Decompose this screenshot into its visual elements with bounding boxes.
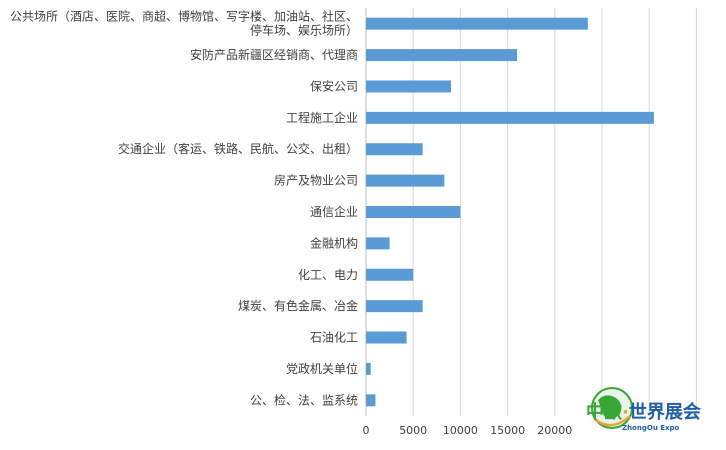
- category-label: 公、检、法、监系统: [250, 392, 358, 407]
- category-label: 保安公司: [310, 78, 358, 93]
- category-label: 党政机关单位: [286, 361, 358, 376]
- bar: [366, 268, 414, 281]
- bar: [366, 49, 518, 62]
- bar: [366, 111, 654, 124]
- x-tick-label: 0: [363, 424, 370, 437]
- category-label: 安防产品新疆区经销商、代理商: [190, 47, 358, 62]
- globe-land-icon: [598, 395, 622, 419]
- logo-text-en: ZhongOu Expo: [622, 424, 680, 432]
- x-tick-labels: 0 5000 10000 15000 20000: [363, 424, 573, 437]
- bars: [366, 17, 654, 407]
- bar: [366, 17, 588, 30]
- category-label: 煤炭、有色金属、冶金: [238, 298, 358, 313]
- bar: [366, 174, 445, 187]
- category-label: 房产及物业公司: [274, 173, 358, 188]
- category-label: 石油化工: [310, 331, 358, 345]
- expo-logo: 中欧·世界展会 ZhongOu Expo: [586, 387, 701, 432]
- bar: [366, 362, 371, 375]
- bar: [366, 80, 451, 93]
- category-label: 交通企业（客运、铁路、民航、公交、出租）: [118, 141, 358, 156]
- x-tick-label: 10000: [443, 424, 478, 437]
- bar: [366, 237, 390, 250]
- category-labels: 公共场所（酒店、医院、商超、博物馆、写字楼、加油站、社区、停车场、娱乐场所） 安防…: [10, 9, 358, 408]
- category-label: 停车场、娱乐场所）: [250, 23, 358, 38]
- bar: [366, 143, 423, 156]
- logo-text-cn: 中欧·世界展会: [586, 401, 701, 423]
- category-label: 工程施工企业: [286, 110, 358, 125]
- x-tick-label: 20000: [537, 424, 572, 437]
- x-tick-label: 15000: [490, 424, 525, 437]
- bar: [366, 331, 407, 344]
- category-label: 通信企业: [310, 204, 358, 219]
- x-tick-label: 5000: [399, 424, 427, 437]
- category-label: 金融机构: [310, 235, 358, 250]
- bar: [366, 394, 376, 407]
- category-label: 公共场所（酒店、医院、商超、博物馆、写字楼、加油站、社区、: [10, 9, 358, 24]
- orbit-swoosh-icon: [595, 415, 631, 427]
- category-label: 化工、电力: [298, 268, 358, 282]
- bar: [366, 206, 461, 218]
- bar: [366, 300, 423, 313]
